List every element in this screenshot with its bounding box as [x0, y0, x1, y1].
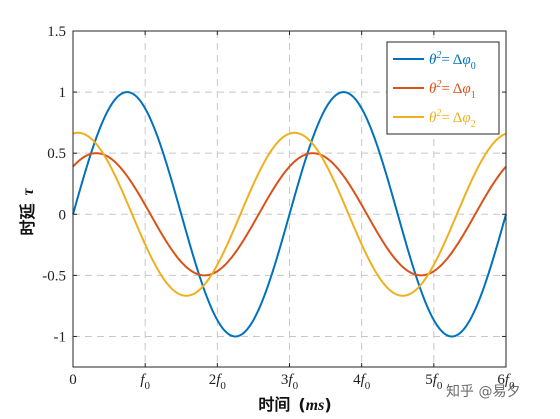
y-tick-label-4: -0.5 [42, 268, 66, 284]
x-tick-label-3: 3f0 [281, 372, 299, 392]
y-axis-label: 时延 τ [18, 188, 37, 236]
x-axis-label-unit: ms [306, 397, 325, 414]
x-tick-label-5: 5f0 [425, 372, 443, 392]
y-tick-label-3: 0 [59, 207, 67, 223]
x-axis-label-close: ) [324, 395, 331, 414]
y-tick-label-5: -1 [54, 329, 67, 345]
x-axis-label: 时间 (ms) [258, 395, 331, 414]
x-axis-label-open: ( [298, 395, 305, 414]
y-axis-label-cn: 时延 [18, 203, 37, 236]
y-axis-label-symbol: τ [20, 188, 37, 196]
series-layer [72, 91, 507, 338]
axes [72, 30, 507, 368]
legend-label-1: θ2= Δφ1 [429, 79, 476, 101]
watermark-text: 知乎 @易夕 [446, 383, 520, 400]
x-tick-label-1: f0 [140, 372, 150, 392]
y-tick-label-0: 1.5 [47, 24, 66, 40]
tick-labels: 1.5 1 0.5 0 -0.5 -1 0 f0 2f0 3f0 4f0 5f0 6f0 [42, 24, 515, 392]
x-tick-label-6: 6f0 [497, 372, 515, 392]
y-tick-label-1: 1 [59, 85, 67, 101]
x-tick-label-2: 2f0 [209, 372, 227, 392]
series-line-0 [72, 91, 507, 338]
x-axis-label-cn: 时间 [258, 395, 290, 414]
series-line-2 [72, 131, 507, 297]
legend-label-0: θ2= Δφ0 [429, 50, 476, 72]
legend-label-2: θ2= Δφ2 [429, 108, 476, 130]
legend: θ2= Δφ0 θ2= Δφ1 θ2= Δφ2 [386, 41, 500, 135]
x-tick-label-4: 4f0 [353, 372, 371, 392]
series-line-1 [72, 152, 507, 277]
x-tick-label-0: 0 [69, 372, 77, 388]
y-tick-label-2: 0.5 [47, 146, 66, 162]
